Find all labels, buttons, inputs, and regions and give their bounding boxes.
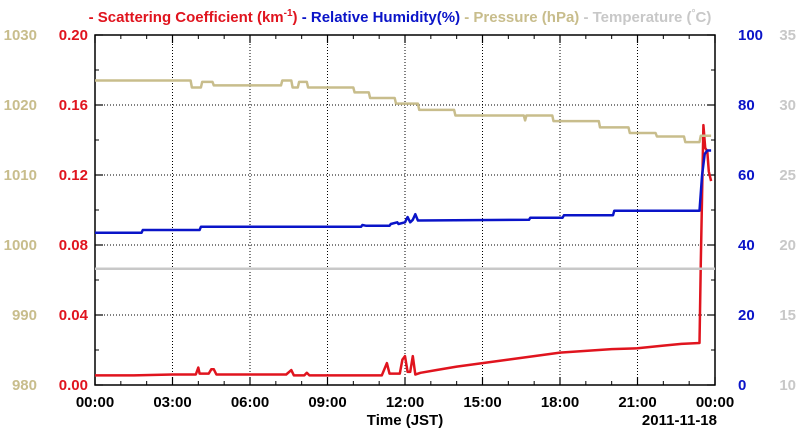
pressure-tick-label: 1020 <box>4 97 37 114</box>
temperature-tick-label: 30 <box>779 97 796 114</box>
x-tick-label: 00:00 <box>76 394 114 411</box>
legend-entry-superscript: -1 <box>284 8 293 19</box>
legend-entry-superscript: ° <box>692 8 696 19</box>
pressure-tick-label: 990 <box>12 307 37 324</box>
legend-entry-label: - Pressure (hPa) <box>460 9 579 26</box>
legend-entry-label: - Relative Humidity(%) <box>298 9 461 26</box>
axis-labels: 00:00 03:00 06:00 09:00 12:00 15:00 18:00 21:00… <box>4 27 796 429</box>
humidity-tick-label: 20 <box>738 307 755 324</box>
legend-text: - Scattering Coefficient (km-1) - Relati… <box>89 8 712 26</box>
temperature-tick-label: 10 <box>779 377 796 394</box>
legend: - Scattering Coefficient (km-1) - Relati… <box>89 8 712 26</box>
x-tick-label: 03:00 <box>153 394 191 411</box>
series-humidity-line <box>95 149 712 235</box>
humidity-tick-label: 40 <box>738 237 755 254</box>
x-tick-label: 21:00 <box>618 394 656 411</box>
x-tick-label: 15:00 <box>463 394 501 411</box>
x-tick-label: 12:00 <box>386 394 424 411</box>
axes <box>94 34 716 386</box>
x-axis-title: Time (JST) <box>367 412 443 429</box>
temperature-tick-label: 15 <box>779 307 796 324</box>
date-label: 2011-11-18 <box>642 412 717 429</box>
temperature-tick-label: 20 <box>779 237 796 254</box>
scattering-tick-label: 0.12 <box>59 167 88 184</box>
scattering-tick-label: 0.00 <box>59 377 88 394</box>
x-tick-label: 09:00 <box>308 394 346 411</box>
pressure-tick-label: 1010 <box>4 167 37 184</box>
pressure-tick-label: 1030 <box>4 27 37 44</box>
humidity-tick-label: 60 <box>738 167 755 184</box>
scattering-tick-label: 0.20 <box>59 27 88 44</box>
humidity-tick-label: 80 <box>738 97 755 114</box>
legend-entry-label: - Temperature ( <box>579 9 691 26</box>
humidity-tick-label: 100 <box>738 27 763 44</box>
series <box>95 79 715 377</box>
legend-entry-suffix: C) <box>696 9 712 26</box>
x-tick-label: 18:00 <box>541 394 579 411</box>
pressure-tick-label: 980 <box>12 377 37 394</box>
series-scattering-line <box>95 123 713 377</box>
scattering-tick-label: 0.08 <box>59 237 88 254</box>
scattering-tick-label: 0.16 <box>59 97 88 114</box>
legend-entry-suffix: ) <box>293 9 298 26</box>
temperature-tick-label: 35 <box>779 27 796 44</box>
legend-entry-label: - Scattering Coefficient (km <box>89 9 284 26</box>
humidity-tick-label: 0 <box>738 377 746 394</box>
scattering-tick-label: 0.04 <box>59 307 89 324</box>
series-pressure-line <box>95 79 712 144</box>
x-tick-label: 06:00 <box>231 394 269 411</box>
x-tick-label: 00:00 <box>696 394 734 411</box>
pressure-tick-label: 1000 <box>4 237 37 254</box>
temperature-tick-label: 25 <box>779 167 796 184</box>
